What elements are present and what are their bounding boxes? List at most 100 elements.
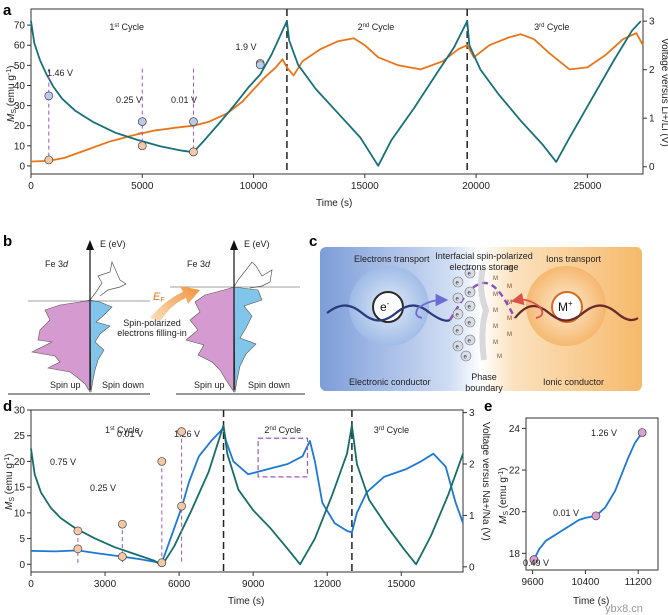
c-electron-particle-label: e xyxy=(468,339,472,345)
chart-a-ytick-right-label: 2 xyxy=(649,65,655,76)
c-electron-particle xyxy=(464,334,476,346)
chart-e-marker-label: 0.01 V xyxy=(553,508,579,518)
b-left-spin-down-label: Spin down xyxy=(102,380,144,390)
chart-d-xtick-label: 0 xyxy=(28,579,34,590)
c-title-line1: Interfacial spin-polarized xyxy=(435,251,533,261)
chart-a-ytick-left-label: 0 xyxy=(19,161,25,172)
b-energy-axis-title-right: E (eV) xyxy=(244,239,270,249)
c-ion-particle-label: M xyxy=(507,316,512,322)
chart-a-marker-label: 0.25 V xyxy=(116,95,142,105)
chart-e: 0.49 V 0.01 V 1.26 V 9600 10400 11200 18 20 22 2… xyxy=(498,417,659,607)
chart-e-marker-point xyxy=(637,428,647,437)
c-title-line2: electrons storage xyxy=(449,262,518,272)
c-electron-particle-label: e xyxy=(468,272,472,278)
c-electron-particle xyxy=(452,308,464,320)
chart-d-ytick-right-label: 1 xyxy=(469,511,475,522)
chart-d-marker-label: 0.01 V xyxy=(117,429,143,439)
chart-a-marker-label: 0.01 V xyxy=(171,95,197,105)
b-right-spin-up-label: Spin up xyxy=(194,380,225,390)
b-left-fe-label: Fe 3d xyxy=(45,259,69,269)
c-ion-particle-label: M xyxy=(493,324,498,330)
chart-d-ytick-right-label: 0 xyxy=(469,562,475,573)
chart-d-marker-label: 0.75 V xyxy=(50,457,76,467)
chart-d-xtick-label: 9000 xyxy=(242,579,265,590)
panel-label-a: a xyxy=(3,2,12,19)
chart-d-xlabel: Time (s) xyxy=(228,596,264,607)
chart-d-zoom-box xyxy=(257,437,309,478)
chart-a-series-ms xyxy=(30,32,644,163)
chart-a-ytick-right-label: 0 xyxy=(649,162,655,173)
b-fermi-label: EF xyxy=(153,291,165,304)
chart-d-marker-point xyxy=(117,552,127,561)
chart-a-cycle-label: 2nd Cycle xyxy=(358,22,395,32)
chart-a-xtick-label: 5000 xyxy=(131,181,154,192)
chart-a-ytick-left-label: 20 xyxy=(14,121,26,132)
b-right-axis-arrow xyxy=(230,240,238,250)
chart-d-xtick-label: 3000 xyxy=(94,579,117,590)
chart-e-ytick-left-label: 24 xyxy=(509,424,521,435)
chart-d-xtick-label: 12000 xyxy=(313,579,341,590)
c-electron-particle-label: e xyxy=(468,305,472,311)
chart-a-series-voltage xyxy=(30,20,642,167)
c-ion-particle-label: M xyxy=(493,292,498,298)
c-ion-particle-label: M xyxy=(493,276,498,282)
panel-label-e: e xyxy=(484,398,492,415)
chart-d-xtick-label: 6000 xyxy=(168,579,191,590)
chart-a-ytick-left-label: 60 xyxy=(14,41,26,52)
c-electron-particle-label: e xyxy=(456,329,460,335)
c-electron-particle xyxy=(460,350,472,362)
chart-a-ytick-left-label: 50 xyxy=(14,61,26,72)
chart-e-ytick-left-label: 22 xyxy=(509,466,521,477)
chart-a-marker-point xyxy=(44,155,54,165)
chart-a-ytick-left-label: 10 xyxy=(14,141,26,152)
chart-a-ytick-left-label: 40 xyxy=(14,81,26,92)
chart-d-ytick-left-label: 25 xyxy=(14,431,26,442)
c-middle-label-line2: boundary xyxy=(465,383,503,393)
chart-d-ylabel-left: MS (emu g-1) xyxy=(4,454,16,511)
c-electron-particle-label: e xyxy=(456,281,460,287)
c-electron-particle-label: e xyxy=(468,291,472,297)
c-ion-circle xyxy=(551,291,583,323)
b-right-spin-down-label: Spin down xyxy=(248,380,290,390)
b-left-axis-arrow xyxy=(86,240,94,250)
chart-d-cycle-label: 3rd Cycle xyxy=(374,425,409,435)
chart-a-xtick-label: 25000 xyxy=(573,181,601,192)
chart-d-series-voltage xyxy=(30,424,464,567)
c-ions-transport: Ions transport xyxy=(546,254,602,264)
chart-d-cycle-label: 1st Cycle xyxy=(105,425,140,435)
chart-e-frame xyxy=(525,417,659,571)
chart-d-marker-point xyxy=(117,519,127,529)
c-electron-particle-label: e xyxy=(468,321,472,327)
b-caption-line1: Spin-polarized xyxy=(123,318,181,328)
b-left-spin-up-label: Spin up xyxy=(50,380,81,390)
chart-e-marker-label: 1.26 V xyxy=(591,428,617,438)
c-electron-particle xyxy=(452,292,464,304)
b-left-spin-down-fill xyxy=(89,299,113,393)
chart-a-marker-point xyxy=(44,91,54,101)
b-caption-line2: electrons filling-in xyxy=(117,328,187,338)
chart-d-cycle-label: 2nd Cycle xyxy=(264,425,301,435)
c-electron-particle-label: e xyxy=(456,345,460,351)
c-electron-particle xyxy=(464,267,476,279)
b-left-spin-up-fill xyxy=(31,299,91,394)
chart-d-ytick-left-label: 10 xyxy=(14,508,26,519)
c-ion-particle-label: M xyxy=(507,300,512,306)
c-electron-wave xyxy=(326,304,451,322)
chart-d-marker-point xyxy=(73,526,83,536)
c-ion-arrow-tail xyxy=(535,306,544,319)
chart-e-xlabel: Time (s) xyxy=(573,596,609,607)
c-ion-particle-label: M xyxy=(493,308,498,314)
chart-e-xtick-label: 9600 xyxy=(521,577,544,588)
chart-a-ytick-left-label: 30 xyxy=(14,101,26,112)
chart-d-ytick-left-label: 20 xyxy=(14,457,26,468)
chart-a-marker-label: 1.46 V xyxy=(47,68,73,78)
chart-a-series-ms-detail xyxy=(137,131,143,135)
panel-label-c: c xyxy=(309,233,317,250)
c-ion-particle-label: M xyxy=(507,284,512,290)
chart-d-marker-point xyxy=(177,427,186,436)
chart-d-xtick-label: 15000 xyxy=(387,579,415,590)
panel-label-d: d xyxy=(3,398,12,415)
chart-a-ylabel-left: MS (emu g-1) xyxy=(6,66,18,123)
chart-d-ytick-left-label: 30 xyxy=(14,406,26,417)
c-electron-particle-label: e xyxy=(456,313,460,319)
